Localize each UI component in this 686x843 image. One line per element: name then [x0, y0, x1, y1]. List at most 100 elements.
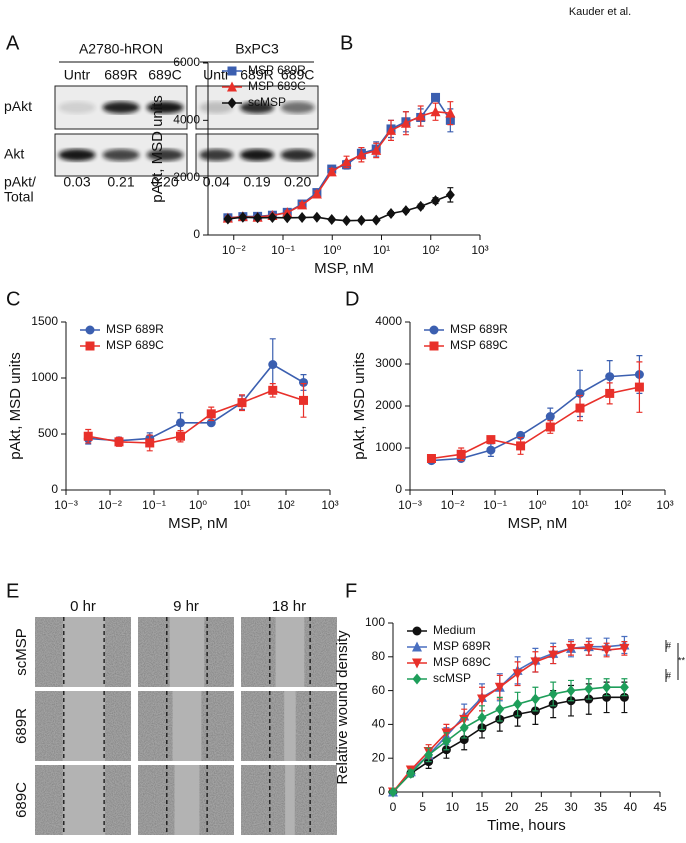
marker	[445, 189, 455, 201]
band	[280, 101, 315, 114]
band	[239, 149, 275, 161]
marker	[605, 372, 615, 382]
ratio: 0.21	[107, 174, 134, 190]
marker	[386, 208, 396, 219]
lane-label: Untr	[203, 67, 230, 83]
band	[102, 149, 140, 161]
marker	[530, 657, 541, 668]
marker	[223, 213, 233, 225]
marker	[312, 211, 322, 223]
marker	[371, 144, 382, 155]
marker	[441, 735, 451, 747]
x-tick-label: 10²	[614, 498, 631, 512]
wound-gap	[172, 691, 202, 761]
marker	[175, 418, 185, 428]
marker	[445, 107, 456, 118]
marker	[566, 643, 576, 654]
marker	[513, 698, 523, 710]
ratio-label: pAkt/	[4, 174, 36, 190]
y-tick-label: 20	[372, 750, 386, 764]
annotation: #	[666, 670, 671, 680]
x-tick-label: 20	[505, 800, 519, 814]
panel-letter: A	[6, 32, 20, 54]
legend-marker	[429, 341, 439, 351]
annotation: **	[678, 655, 686, 665]
x-axis-label: MSP, nM	[314, 260, 374, 277]
y-tick-label: 1000	[375, 440, 402, 454]
y-tick-label: 100	[365, 615, 385, 629]
marker	[267, 212, 277, 224]
y-tick-label: 1000	[31, 370, 58, 384]
x-tick-label: 10⁻³	[398, 498, 422, 512]
lane-label: 689R	[104, 67, 137, 83]
wound-gap	[285, 765, 295, 835]
y-axis-label: Relative wound density	[334, 630, 351, 785]
legend-marker	[85, 341, 95, 351]
x-tick-label: 0	[390, 800, 397, 814]
marker	[175, 431, 185, 441]
band	[58, 149, 96, 161]
wound-gap	[62, 691, 106, 761]
marker	[602, 681, 612, 693]
marker	[268, 360, 278, 370]
x-tick-label: 10²	[422, 243, 439, 257]
y-tick-label: 500	[38, 426, 58, 440]
marker	[566, 685, 576, 697]
y-tick-label: 1500	[31, 314, 58, 328]
lane-label: Untr	[64, 67, 91, 83]
time-label: 9 hr	[173, 598, 199, 615]
marker	[512, 669, 523, 680]
marker	[416, 200, 426, 212]
legend-marker	[429, 325, 439, 335]
marker	[545, 422, 555, 432]
x-tick-label: 10⁻¹	[483, 498, 507, 512]
panel-letter: B	[340, 32, 353, 54]
y-tick-label: 4000	[173, 113, 200, 127]
panel-letter: D	[345, 288, 359, 310]
ratio-label: Total	[4, 189, 34, 205]
marker	[619, 681, 629, 693]
x-tick-label: 5	[419, 800, 426, 814]
y-tick-label: 40	[372, 717, 386, 731]
band	[102, 101, 140, 114]
marker	[477, 712, 487, 724]
x-axis-label: Time, hours	[487, 817, 566, 834]
series-line	[227, 110, 451, 219]
marker	[401, 205, 411, 217]
marker	[583, 643, 594, 654]
marker	[388, 786, 398, 798]
marker	[415, 110, 426, 121]
lane-label: 689C	[281, 67, 314, 83]
marker	[282, 212, 292, 224]
x-tick-label: 10	[446, 800, 460, 814]
x-tick-label: 10³	[321, 498, 338, 512]
x-tick-label: 10⁻²	[222, 243, 246, 257]
x-tick-label: 35	[594, 800, 608, 814]
y-axis-label: pAkt, MSD units	[7, 352, 24, 460]
legend-label: MSP 689C	[433, 655, 491, 669]
series-line	[88, 363, 304, 442]
marker	[327, 214, 337, 226]
ratio: 0.03	[63, 174, 90, 190]
marker	[584, 683, 594, 695]
band	[239, 101, 275, 114]
condition-label: 689R	[13, 708, 30, 744]
x-tick-label: 25	[535, 800, 549, 814]
group-label: A2780-hRON	[79, 41, 163, 57]
series-line	[431, 373, 640, 462]
wound-gap	[62, 617, 106, 687]
marker	[282, 207, 293, 218]
marker	[356, 214, 366, 226]
marker	[326, 166, 337, 177]
marker	[516, 441, 526, 451]
legend-marker	[227, 97, 237, 109]
marker	[297, 199, 308, 210]
marker	[530, 693, 540, 705]
x-tick-label: 10²	[277, 498, 294, 512]
marker	[486, 435, 496, 445]
credit: Kauder et al.	[569, 6, 631, 18]
x-tick-label: 10¹	[373, 243, 390, 257]
group-label: BxPC3	[235, 41, 279, 57]
legend-marker	[227, 66, 237, 76]
marker	[342, 215, 352, 227]
